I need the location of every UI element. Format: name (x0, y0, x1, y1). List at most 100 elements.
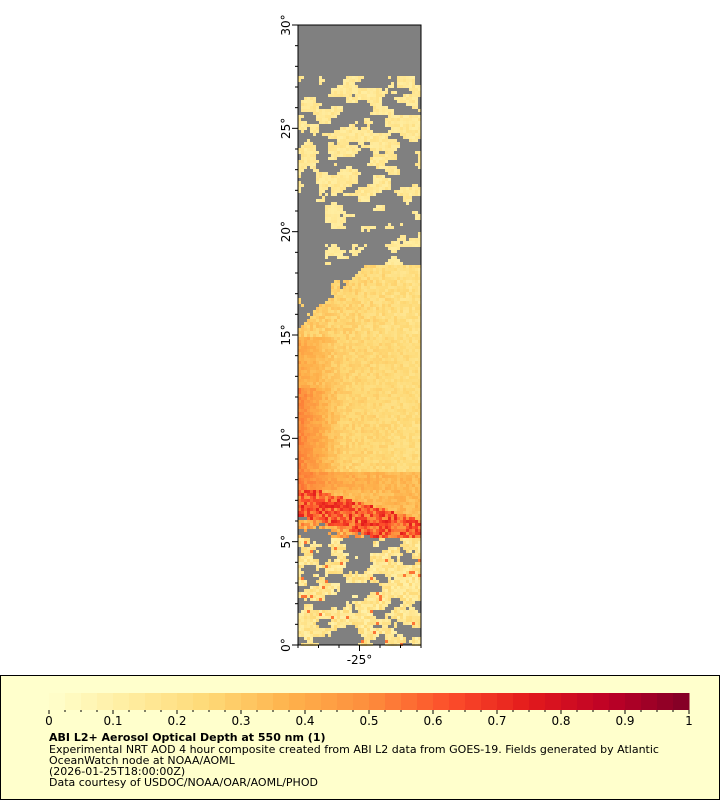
aod-cell (406, 82, 409, 85)
aod-cell (364, 283, 367, 286)
aod-cell (391, 316, 394, 319)
aod-cell (415, 424, 418, 427)
aod-cell (319, 346, 322, 349)
aod-cell (358, 382, 361, 385)
aod-cell (328, 379, 331, 382)
aod-cell (400, 412, 403, 415)
aod-cell (370, 454, 373, 457)
aod-cell (376, 190, 379, 193)
aod-cell (343, 361, 346, 364)
aod-cell (412, 193, 415, 196)
aod-cell (358, 487, 361, 490)
aod-cell (391, 409, 394, 412)
aod-cell (373, 406, 376, 409)
aod-cell (358, 277, 361, 280)
aod-cell (367, 493, 370, 496)
aod-cell (352, 298, 355, 301)
aod-cell (331, 88, 334, 91)
aod-cell (370, 394, 373, 397)
aod-cell (346, 505, 349, 508)
aod-cell (394, 313, 397, 316)
aod-cell (319, 448, 322, 451)
aod-cell (400, 571, 403, 574)
aod-cell (367, 478, 370, 481)
aod-cell (400, 391, 403, 394)
aod-cell (322, 583, 325, 586)
aod-cell (397, 589, 400, 592)
aod-cell (400, 580, 403, 583)
aod-cell (379, 484, 382, 487)
aod-cell (412, 583, 415, 586)
aod-cell (340, 208, 343, 211)
aod-cell (412, 445, 415, 448)
aod-cell (415, 124, 418, 127)
aod-cell (373, 151, 376, 154)
aod-cell (406, 334, 409, 337)
aod-cell (310, 586, 313, 589)
aod-cell (307, 421, 310, 424)
aod-cell (319, 454, 322, 457)
aod-cell (313, 379, 316, 382)
aod-cell (400, 583, 403, 586)
aod-cell (403, 586, 406, 589)
aod-cell (328, 487, 331, 490)
aod-cell (397, 325, 400, 328)
aod-cell (394, 337, 397, 340)
aod-cell (298, 151, 301, 154)
aod-cell (382, 349, 385, 352)
aod-cell (415, 115, 418, 118)
aod-cell (334, 523, 337, 526)
aod-cell (406, 337, 409, 340)
aod-cell (415, 319, 418, 322)
aod-cell (370, 376, 373, 379)
aod-cell (355, 373, 358, 376)
aod-cell (391, 460, 394, 463)
aod-cell (352, 403, 355, 406)
aod-cell (373, 562, 376, 565)
aod-cell (331, 220, 334, 223)
aod-cell (337, 325, 340, 328)
aod-cell (307, 103, 310, 106)
aod-cell (418, 427, 421, 430)
aod-cell (307, 427, 310, 430)
aod-cell (304, 346, 307, 349)
aod-cell (352, 292, 355, 295)
aod-cell (331, 370, 334, 373)
aod-cell (337, 322, 340, 325)
aod-cell (373, 343, 376, 346)
aod-cell (301, 169, 304, 172)
aod-cell (325, 427, 328, 430)
aod-cell (328, 481, 331, 484)
aod-cell (418, 160, 421, 163)
aod-cell (322, 397, 325, 400)
aod-cell (334, 133, 337, 136)
aod-cell (310, 322, 313, 325)
aod-cell (331, 286, 334, 289)
aod-cell (355, 331, 358, 334)
aod-cell (370, 163, 373, 166)
aod-cell (415, 484, 418, 487)
aod-cell (316, 124, 319, 127)
aod-cell (313, 370, 316, 373)
aod-cell (316, 328, 319, 331)
aod-cell (313, 526, 316, 529)
aod-cell (334, 157, 337, 160)
aod-cell (304, 358, 307, 361)
aod-cell (394, 508, 397, 511)
aod-cell (373, 553, 376, 556)
aod-cell (361, 535, 364, 538)
aod-cell (397, 193, 400, 196)
aod-cell (379, 97, 382, 100)
aod-cell (406, 124, 409, 127)
aod-cell (367, 400, 370, 403)
aod-cell (370, 97, 373, 100)
aod-cell (301, 499, 304, 502)
aod-cell (382, 325, 385, 328)
aod-cell (382, 526, 385, 529)
aod-cell (397, 286, 400, 289)
aod-cell (346, 346, 349, 349)
aod-cell (415, 184, 418, 187)
aod-cell (367, 511, 370, 514)
aod-cell (334, 472, 337, 475)
aod-cell (394, 127, 397, 130)
